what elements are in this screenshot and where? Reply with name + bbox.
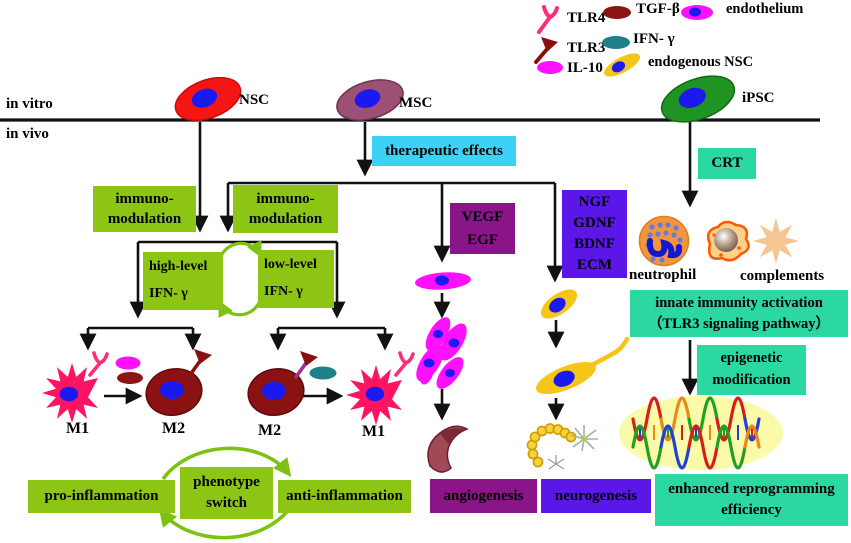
vegf-egf-box: VEGF EGF	[450, 203, 515, 254]
ipsc-label: iPSC	[742, 90, 775, 106]
ngf-gdnf-bdnf-ecm-box: NGF GDNF BDNF ECM	[562, 190, 627, 278]
enhanced-reprogramming-box: enhanced reprogramming efficiency	[655, 474, 848, 526]
tlr4-receptor-icon-left	[88, 351, 109, 377]
legend-tlr3-label: TLR3	[567, 40, 606, 56]
m2-cell-right	[247, 368, 305, 416]
epigenetic-modification-box: epigenetic modification	[697, 345, 806, 395]
legend-tlr4-label: TLR4	[567, 10, 606, 26]
immuno-modulation-box-msc: immuno- modulation	[233, 185, 338, 233]
endogenous-nsc-cell	[540, 289, 578, 319]
ipsc-cell	[660, 75, 736, 123]
low-level-ifn-box: low-level IFN- γ	[258, 250, 334, 308]
m1-cell-left	[42, 363, 102, 423]
pro-inflammation-box: pro-inflammation	[28, 480, 175, 513]
legend-tgf-beta-label: TGF-β	[636, 1, 680, 17]
legend-il10-label: IL-10	[567, 60, 603, 76]
tlr3-receptor-icon-left	[188, 349, 212, 377]
msc-cell	[336, 79, 404, 121]
in-vivo-label: in vivo	[6, 126, 49, 142]
m2-right-label: M2	[258, 422, 282, 439]
m2-left-label: M2	[162, 420, 186, 437]
legend-il10-icon	[537, 61, 563, 74]
neurogenesis-box: neurogenesis	[541, 479, 651, 513]
legend-endogenous-nsc-label: endogenous NSC	[648, 54, 754, 70]
legend-endothelium-icon	[681, 5, 713, 20]
blood-vessel	[427, 425, 469, 473]
legend-tgf-beta-icon	[603, 6, 631, 19]
legend-endogenous-nsc-icon	[603, 53, 641, 77]
il10-icon-left	[115, 356, 141, 370]
legend-endothelium-label: endothelium	[726, 1, 804, 17]
anti-inflammation-box: anti-inflammation	[278, 480, 411, 513]
legend-tlr3-icon	[534, 37, 558, 64]
m2-cell-left	[145, 368, 203, 416]
m1-left-label: M1	[66, 420, 90, 437]
innate-immunity-box: innate immunity activation （TLR3 signali…	[630, 290, 848, 337]
phenotype-switch-box: phenotype switch	[180, 467, 273, 519]
ifn-gamma-icon-right	[309, 366, 337, 380]
ifn-cycle-arrows	[218, 239, 262, 319]
nsc-cell	[174, 76, 242, 122]
msc-label: MSC	[399, 95, 433, 111]
crt-box: CRT	[698, 148, 756, 179]
endothelium-cell	[415, 272, 471, 290]
legend-tlr4-icon	[537, 5, 559, 34]
neuron-myelin	[526, 423, 598, 470]
in-vitro-label: in vitro	[6, 96, 53, 112]
phenotype-cycle-arrows	[158, 446, 292, 540]
dna-helix	[619, 396, 783, 470]
phagocyte-cell	[706, 220, 750, 262]
m1-right-label: M1	[362, 423, 386, 440]
endothelium-cluster	[416, 317, 467, 389]
tlr3-receptor-icon-right	[294, 351, 318, 379]
immuno-modulation-box-nsc: immuno- modulation	[93, 186, 196, 232]
legend-ifn-gamma-icon	[602, 36, 630, 49]
m1-cell-right	[346, 365, 406, 425]
complements-label: complements	[740, 268, 825, 284]
complements-star-icon	[753, 218, 799, 264]
neutrophil-label: neutrophil	[629, 267, 697, 283]
tlr4-receptor-icon-right	[394, 351, 415, 377]
nsc-label: NSC	[239, 92, 270, 108]
legend-ifn-gamma-label: IFN- γ	[633, 31, 675, 47]
therapeutic-effects-box: therapeutic effects	[372, 136, 516, 166]
angiogenesis-box: angiogenesis	[430, 479, 537, 513]
tgf-beta-icon-left	[117, 372, 143, 384]
neutrophil-cell	[638, 215, 690, 267]
neuroblast-cell	[536, 336, 630, 395]
high-level-ifn-box: high-level IFN- γ	[143, 252, 223, 310]
